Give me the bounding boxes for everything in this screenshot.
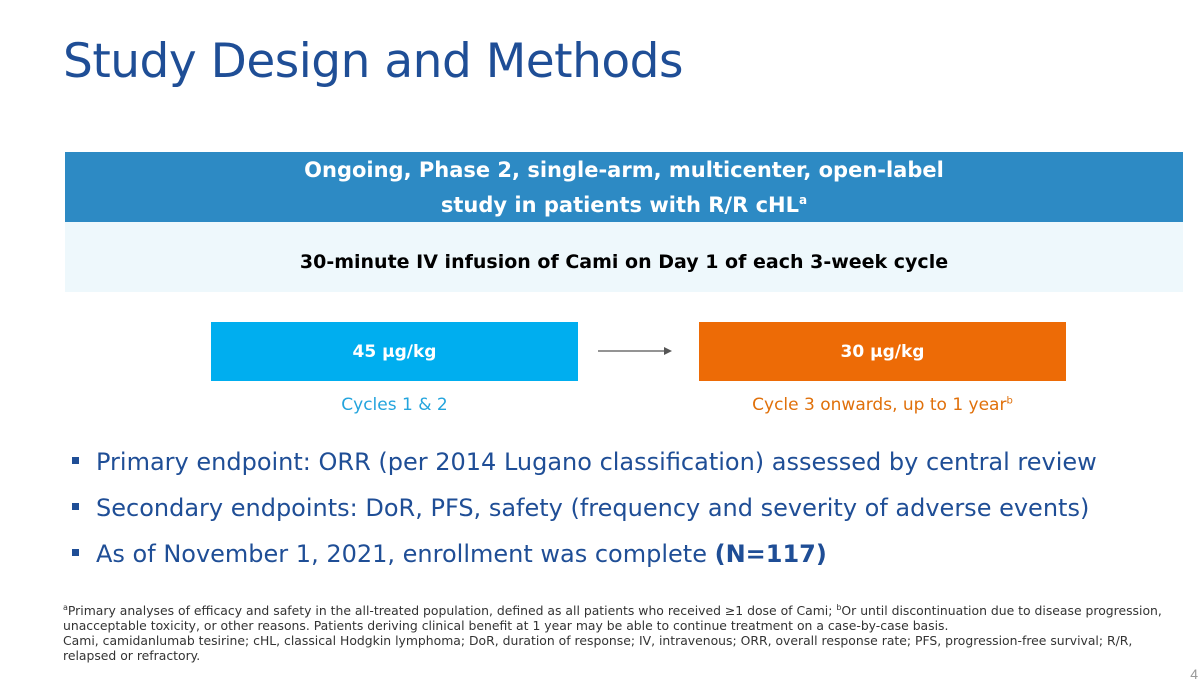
bullet-enrollment: As of November 1, 2021, enrollment was c… [72, 538, 1097, 584]
footnote-marker-b: b [1006, 395, 1013, 407]
footnote-marker-a: a [798, 192, 808, 207]
enrollment-count: (N=117) [714, 540, 827, 568]
banner-line-1: Ongoing, Phase 2, single-arm, multicente… [304, 157, 944, 182]
infusion-subbanner: 30-minute IV infusion of Cami on Day 1 o… [65, 222, 1183, 292]
study-banner: Ongoing, Phase 2, single-arm, multicente… [65, 152, 1183, 222]
dose-box-45: 45 µg/kg [211, 322, 578, 381]
arrow-right-icon [598, 347, 672, 355]
cycle-label-left: Cycles 1 & 2 [341, 395, 448, 415]
dose-box-30: 30 µg/kg [699, 322, 1066, 381]
footnote-definitions: aPrimary analyses of efficacy and safety… [63, 603, 1162, 634]
banner-line-2: study in patients with R/R cHLa [440, 192, 808, 217]
page-number: 4 [1190, 666, 1198, 682]
slide-title: Study Design and Methods [63, 34, 683, 89]
footnotes: aPrimary analyses of efficacy and safety… [63, 600, 1173, 663]
bullet-secondary-endpoints: Secondary endpoints: DoR, PFS, safety (f… [72, 492, 1097, 538]
footnote-abbreviations: Cami, camidanlumab tesirine; cHL, classi… [63, 633, 1133, 664]
bullet-list: Primary endpoint: ORR (per 2014 Lugano c… [72, 446, 1097, 584]
cycle-label-right: Cycle 3 onwards, up to 1 yearb [752, 395, 1013, 415]
bullet-square-icon [72, 548, 79, 556]
bullet-primary-endpoint: Primary endpoint: ORR (per 2014 Lugano c… [72, 446, 1097, 492]
bullet-square-icon [72, 502, 79, 510]
bullet-square-icon [72, 456, 79, 464]
